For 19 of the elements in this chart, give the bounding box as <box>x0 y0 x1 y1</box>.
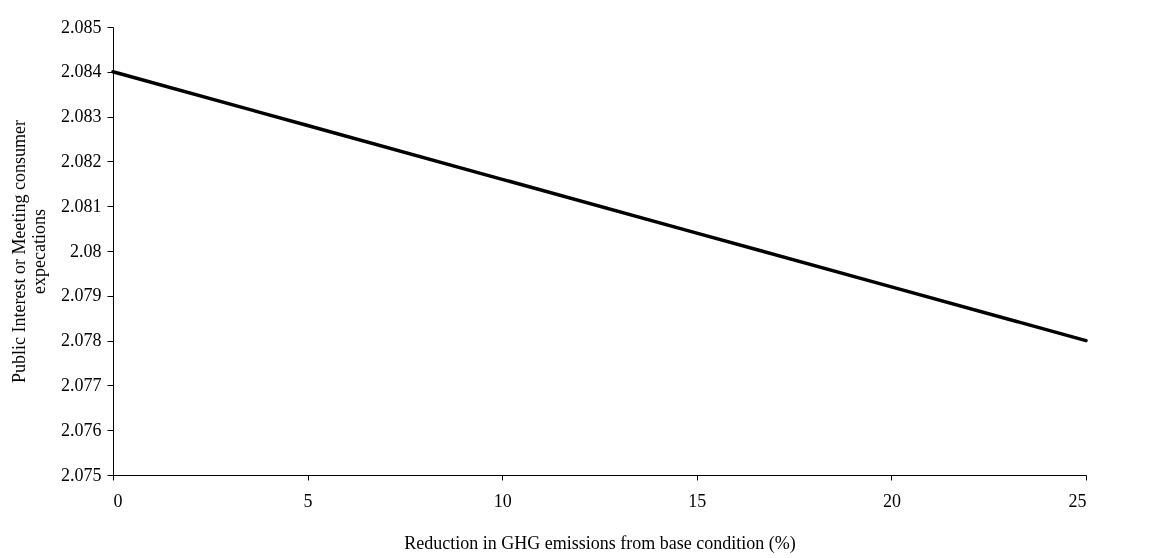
y-tick-label: 2.083 <box>61 106 102 127</box>
y-tick-label: 2.08 <box>70 240 102 261</box>
y-tick-label: 2.079 <box>61 285 102 306</box>
x-tick-label: 10 <box>493 490 512 511</box>
x-tick-label: 20 <box>882 490 901 511</box>
y-tick-label: 2.076 <box>61 419 102 440</box>
y-tick-label: 2.077 <box>61 374 102 395</box>
y-tick-label: 2.075 <box>61 464 102 485</box>
y-tick-label: 2.081 <box>61 195 102 216</box>
y-tick-label: 2.084 <box>61 61 102 82</box>
y-tick-label: 2.078 <box>61 330 102 351</box>
x-tick-label: 15 <box>688 490 707 511</box>
x-axis-title: Reduction in GHG emissions from base condition (%) <box>404 532 796 554</box>
x-tick-label: 5 <box>303 490 313 511</box>
x-tick-label: 25 <box>1068 490 1087 511</box>
y-tick-label: 2.085 <box>61 16 102 37</box>
x-tick-label: 0 <box>113 490 123 511</box>
y-axis-title: Public Interest or Meeting consumer expecations <box>9 120 49 383</box>
y-tick-label: 2.082 <box>61 150 102 171</box>
